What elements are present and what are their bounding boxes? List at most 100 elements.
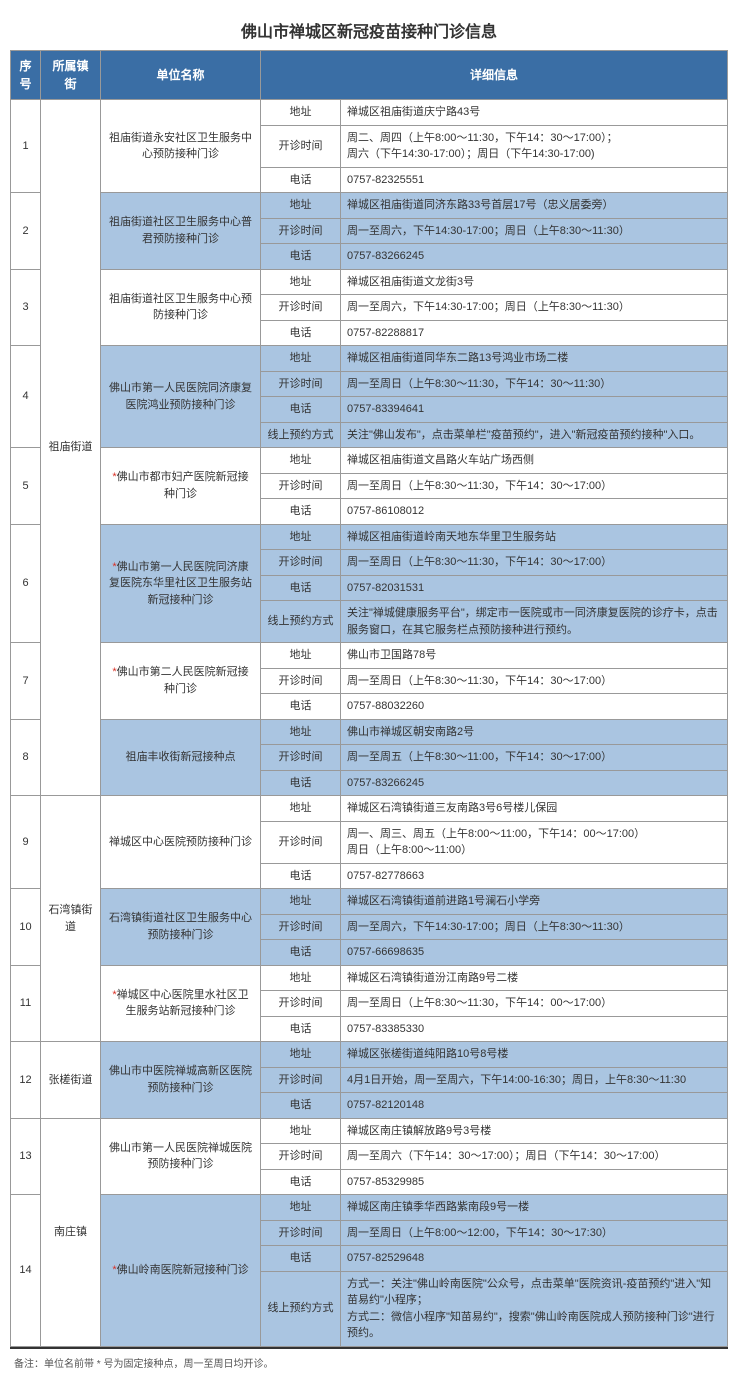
seq-cell: 11 — [11, 965, 41, 1042]
field-label: 开诊时间 — [261, 668, 341, 694]
seq-cell: 10 — [11, 889, 41, 966]
field-value: 0757-83394641 — [341, 397, 728, 423]
unit-cell: *佛山市第二人民医院新冠接种门诊 — [101, 643, 261, 720]
field-label: 地址 — [261, 448, 341, 474]
unit-cell: 佛山市第一人民医院禅城医院预防接种门诊 — [101, 1118, 261, 1195]
field-label: 电话 — [261, 770, 341, 796]
field-value: 周一至周日（上午8:30～11:30，下午14：30～17:00） — [341, 550, 728, 576]
table-row: 2祖庙街道社区卫生服务中心普君预防接种门诊地址禅城区祖庙街道同济东路33号首层1… — [11, 193, 728, 219]
field-label: 开诊时间 — [261, 218, 341, 244]
field-label: 开诊时间 — [261, 1067, 341, 1093]
field-value: 0757-82325551 — [341, 167, 728, 193]
star-icon: * — [112, 471, 116, 483]
field-value: 0757-86108012 — [341, 499, 728, 525]
field-value: 禅城区祖庙街道同华东二路13号鸿业市场二楼 — [341, 346, 728, 372]
field-value: 周一至周日（上午8:00～12:00，下午14：30～17:30） — [341, 1220, 728, 1246]
field-value: 禅城区祖庙街道文龙街3号 — [341, 269, 728, 295]
field-value: 4月1日开始，周一至周六，下午14:00-16:30；周日，上午8:30～11:… — [341, 1067, 728, 1093]
seq-cell: 3 — [11, 269, 41, 346]
field-label: 开诊时间 — [261, 550, 341, 576]
unit-cell: 禅城区中心医院预防接种门诊 — [101, 796, 261, 889]
table-row: 8祖庙丰收街新冠接种点地址佛山市禅城区朝安南路2号 — [11, 719, 728, 745]
field-value: 禅城区祖庙街道文昌路火车站广场西侧 — [341, 448, 728, 474]
field-value: 0757-66698635 — [341, 940, 728, 966]
seq-cell: 9 — [11, 796, 41, 889]
field-value: 佛山市卫国路78号 — [341, 643, 728, 669]
field-label: 开诊时间 — [261, 473, 341, 499]
field-value: 关注"佛山发布"，点击菜单栏"疫苗预约"，进入"新冠疫苗预约接种"入口。 — [341, 422, 728, 448]
field-label: 地址 — [261, 1042, 341, 1068]
town-cell: 张槎街道 — [41, 1042, 101, 1119]
star-icon: * — [112, 989, 116, 1001]
unit-cell: 祖庙街道社区卫生服务中心预防接种门诊 — [101, 269, 261, 346]
field-label: 地址 — [261, 346, 341, 372]
field-label: 地址 — [261, 100, 341, 126]
field-label: 地址 — [261, 1195, 341, 1221]
field-value: 关注"禅城健康服务平台"，绑定市一医院或市一同济康复医院的诊疗卡，点击服务窗口，… — [341, 601, 728, 643]
field-label: 电话 — [261, 397, 341, 423]
field-label: 开诊时间 — [261, 125, 341, 167]
seq-cell: 14 — [11, 1195, 41, 1347]
field-value: 禅城区石湾镇街道三友南路3号6号楼儿保园 — [341, 796, 728, 822]
star-icon: * — [112, 666, 116, 678]
table-row: 10石湾镇街道社区卫生服务中心预防接种门诊地址禅城区石湾镇街道前进路1号澜石小学… — [11, 889, 728, 915]
field-value: 0757-82529648 — [341, 1246, 728, 1272]
field-value: 禅城区祖庙街道庆宁路43号 — [341, 100, 728, 126]
field-value: 禅城区祖庙街道同济东路33号首层17号（忠义居委旁） — [341, 193, 728, 219]
th-unit: 单位名称 — [101, 51, 261, 100]
field-label: 地址 — [261, 719, 341, 745]
field-label: 地址 — [261, 965, 341, 991]
field-value: 禅城区祖庙街道岭南天地东华里卫生服务站 — [341, 524, 728, 550]
field-value: 方式一：关注"佛山岭南医院"公众号，点击菜单"医院资讯-疫苗预约"进入"知苗易约… — [341, 1271, 728, 1346]
table-row: 12张槎街道佛山市中医院禅城高新区医院预防接种门诊地址禅城区张槎街道纯阳路10号… — [11, 1042, 728, 1068]
field-label: 电话 — [261, 863, 341, 889]
field-label: 开诊时间 — [261, 371, 341, 397]
unit-cell: 祖庙街道社区卫生服务中心普君预防接种门诊 — [101, 193, 261, 270]
field-value: 周一至周日（上午8:30～11:30，下午14：30～17:00） — [341, 473, 728, 499]
field-value: 周一至周日（上午8:30～11:30，下午14：30～17:00） — [341, 668, 728, 694]
seq-cell: 8 — [11, 719, 41, 796]
field-value: 周一至周六，下午14:30-17:00；周日（上午8:30～11:30） — [341, 295, 728, 321]
star-icon: * — [112, 1264, 116, 1276]
unit-cell: 祖庙街道永安社区卫生服务中心预防接种门诊 — [101, 100, 261, 193]
field-label: 开诊时间 — [261, 295, 341, 321]
table-row: 13南庄镇佛山市第一人民医院禅城医院预防接种门诊地址禅城区南庄镇解放路9号3号楼 — [11, 1118, 728, 1144]
unit-cell: 佛山市第一人民医院同济康复医院鸿业预防接种门诊 — [101, 346, 261, 448]
table-row: 4佛山市第一人民医院同济康复医院鸿业预防接种门诊地址禅城区祖庙街道同华东二路13… — [11, 346, 728, 372]
field-value: 周一至周六（下午14：30～17:00）；周日（下午14：30～17:00） — [341, 1144, 728, 1170]
th-town: 所属镇街 — [41, 51, 101, 100]
unit-cell: *佛山市第一人民医院同济康复医院东华里社区卫生服务站新冠接种门诊 — [101, 524, 261, 643]
table-row: 14*佛山岭南医院新冠接种门诊地址禅城区南庄镇季华西路紫南段9号一楼 — [11, 1195, 728, 1221]
th-seq: 序号 — [11, 51, 41, 100]
seq-cell: 6 — [11, 524, 41, 643]
field-value: 禅城区南庄镇季华西路紫南段9号一楼 — [341, 1195, 728, 1221]
table-header: 序号 所属镇街 单位名称 详细信息 — [11, 51, 728, 100]
star-icon: * — [112, 561, 116, 573]
field-value: 0757-82288817 — [341, 320, 728, 346]
field-value: 周一至周日（上午8:30～11:30，下午14：00～17:00） — [341, 991, 728, 1017]
field-label: 开诊时间 — [261, 914, 341, 940]
town-cell: 祖庙街道 — [41, 100, 101, 796]
field-label: 地址 — [261, 889, 341, 915]
town-cell: 南庄镇 — [41, 1118, 101, 1346]
field-label: 电话 — [261, 167, 341, 193]
field-value: 周一、周三、周五（上午8:00～11:00，下午14：00～17:00） 周日（… — [341, 821, 728, 863]
unit-cell: 祖庙丰收街新冠接种点 — [101, 719, 261, 796]
seq-cell: 12 — [11, 1042, 41, 1119]
table-row: 9石湾镇街道禅城区中心医院预防接种门诊地址禅城区石湾镇街道三友南路3号6号楼儿保… — [11, 796, 728, 822]
field-label: 开诊时间 — [261, 991, 341, 1017]
field-label: 电话 — [261, 244, 341, 270]
field-label: 电话 — [261, 1246, 341, 1272]
field-label: 开诊时间 — [261, 745, 341, 771]
field-value: 0757-82031531 — [341, 575, 728, 601]
field-label: 地址 — [261, 796, 341, 822]
table-body: 1祖庙街道祖庙街道永安社区卫生服务中心预防接种门诊地址禅城区祖庙街道庆宁路43号… — [11, 100, 728, 1347]
th-detail: 详细信息 — [261, 51, 728, 100]
table-row: 11*禅城区中心医院里水社区卫生服务站新冠接种门诊地址禅城区石湾镇街道汾江南路9… — [11, 965, 728, 991]
field-value: 0757-83266245 — [341, 244, 728, 270]
field-value: 周一至周五（上午8:30～11:00，下午14：30～17:00） — [341, 745, 728, 771]
town-cell: 石湾镇街道 — [41, 796, 101, 1042]
table-row: 5*佛山市都市妇产医院新冠接种门诊地址禅城区祖庙街道文昌路火车站广场西侧 — [11, 448, 728, 474]
field-value: 0757-83266245 — [341, 770, 728, 796]
unit-cell: *佛山市都市妇产医院新冠接种门诊 — [101, 448, 261, 525]
